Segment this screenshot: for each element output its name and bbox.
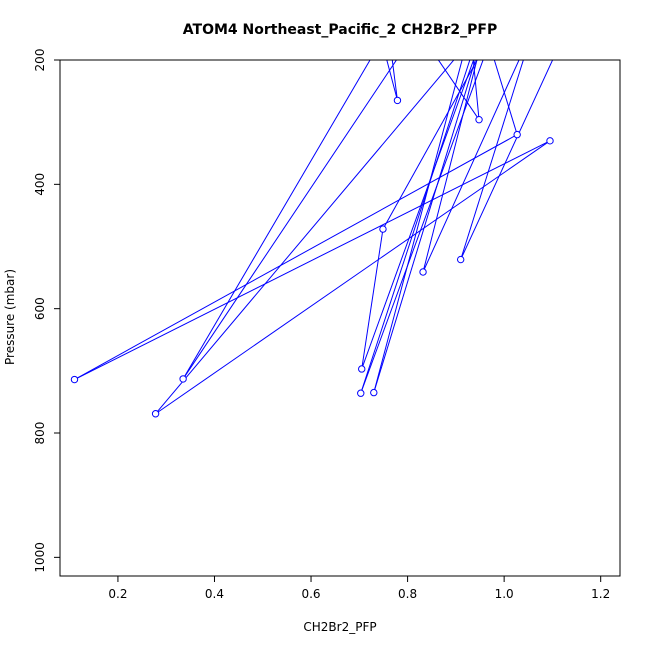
series-segment [472,60,480,120]
series-segment [155,140,551,415]
y-axis-label: Pressure (mbar) [3,269,17,365]
series-segment [155,60,455,415]
data-point [70,375,79,384]
data-point [179,375,187,383]
series-segment [460,60,524,260]
series-segment [386,60,398,101]
data-point [358,365,366,373]
data-point [370,388,378,397]
x-tick-label: 0.4 [205,587,224,601]
data-point [475,115,483,124]
series-segment [437,60,480,120]
data-point [513,130,521,139]
y-tick-label: 200 [33,49,47,72]
series-segment [422,60,520,273]
series-lines [74,60,554,415]
x-tick-label: 0.6 [301,587,320,601]
data-point [151,410,160,418]
plot-frame [59,59,621,577]
series-segment [373,60,463,393]
data-point [456,255,465,264]
series-points [70,96,554,418]
data-point [546,137,554,145]
y-tick-label: 1000 [33,542,47,573]
series-segment [74,134,518,380]
series-segment [460,60,554,260]
y-axis: 200 400 600 800 1000 [33,49,60,573]
series-segment [74,140,551,380]
y-tick-label: 600 [33,297,47,320]
data-point [379,225,387,233]
chart-title: ATOM4 Northeast_Pacific_2 CH2Br2_PFP [183,22,497,38]
series-segment [493,60,518,135]
x-axis-label: CH2Br2_PFP [303,620,376,634]
data-point [419,268,427,276]
x-tick-label: 0.2 [108,587,127,601]
series-segment [361,60,475,370]
series-segment [182,60,398,380]
series-segment [361,229,384,370]
x-tick-label: 1.2 [591,587,610,601]
x-tick-label: 1.0 [495,587,514,601]
x-tick-label: 0.8 [398,587,417,601]
data-point [357,389,365,397]
y-tick-label: 400 [33,173,47,196]
x-axis: 0.2 0.4 0.6 0.8 1.0 1.2 [108,576,610,601]
series-segment [422,60,478,273]
series-segment [182,60,371,380]
series-segment [360,60,484,394]
y-tick-label: 800 [33,422,47,445]
series-segment [373,60,476,393]
data-point [393,96,402,105]
